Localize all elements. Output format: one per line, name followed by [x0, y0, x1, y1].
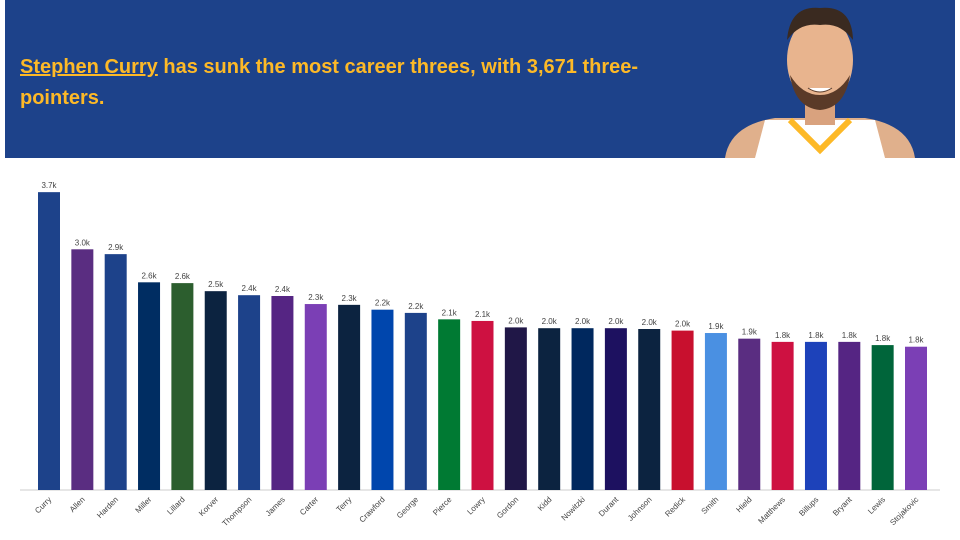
x-tick-label: Hield — [734, 495, 753, 514]
bar — [671, 330, 694, 490]
bar — [238, 295, 261, 490]
value-label: 2.9k — [108, 243, 124, 252]
value-label: 1.8k — [808, 331, 824, 340]
bar — [438, 319, 461, 490]
value-label: 1.8k — [875, 334, 891, 343]
bar — [538, 328, 561, 490]
headline: Stephen Curry has sunk the most career t… — [20, 52, 680, 114]
bar — [104, 254, 127, 490]
value-label: 2.4k — [242, 284, 258, 293]
bar — [871, 345, 894, 490]
value-label: 2.1k — [475, 310, 491, 319]
bar — [738, 338, 761, 490]
player-illustration — [725, 7, 915, 158]
x-tick-label: Korver — [197, 495, 220, 518]
value-label: 2.0k — [508, 316, 524, 325]
bar — [338, 304, 361, 490]
x-tick-label: Kidd — [536, 495, 554, 513]
bar — [771, 341, 794, 490]
value-label: 1.9k — [742, 328, 758, 337]
x-tick-label: Miller — [134, 495, 154, 515]
x-tick-label: George — [395, 495, 421, 521]
bar — [905, 346, 927, 490]
x-tick-label: Carter — [298, 495, 320, 517]
bar — [71, 249, 94, 490]
x-tick-label: Allen — [68, 495, 87, 514]
headline-text: has sunk the most career threes, with 3,… — [20, 56, 639, 109]
bar — [504, 327, 527, 490]
bar — [838, 341, 861, 490]
value-label: 2.2k — [375, 299, 391, 308]
value-label: 2.0k — [642, 318, 658, 327]
value-label: 2.4k — [275, 285, 291, 294]
x-tick-label: Crawford — [358, 495, 387, 524]
x-tick-label: Lewis — [866, 495, 887, 516]
value-label: 2.1k — [442, 308, 458, 317]
value-label: 2.6k — [175, 272, 191, 281]
bar — [371, 309, 394, 490]
value-label: 2.0k — [675, 320, 691, 329]
bar — [204, 291, 227, 490]
value-label: 1.9k — [708, 322, 724, 331]
value-label: 1.8k — [842, 331, 858, 340]
x-tick-label: Nowitzki — [560, 495, 588, 523]
bar — [304, 304, 327, 490]
x-tick-label: Curry — [33, 495, 53, 515]
bar — [704, 333, 727, 490]
value-label: 2.2k — [408, 302, 424, 311]
value-label: 3.7k — [41, 181, 57, 190]
header: Stephen Curry has sunk the most career t… — [5, 0, 955, 158]
value-label: 2.0k — [575, 317, 591, 326]
bar — [38, 192, 60, 490]
value-label: 1.8k — [908, 336, 924, 345]
x-tick-label: Lowry — [465, 495, 486, 516]
x-tick-label: Terry — [335, 495, 354, 514]
x-tick-label: Pierce — [431, 495, 454, 518]
bar — [138, 282, 161, 490]
x-tick-label: Stojakovic — [888, 495, 920, 527]
bar — [638, 329, 661, 490]
x-tick-label: James — [264, 495, 287, 518]
bar — [804, 341, 827, 490]
value-label: 1.8k — [775, 331, 791, 340]
value-label: 2.3k — [342, 294, 358, 303]
value-label: 2.6k — [141, 271, 157, 280]
bar — [571, 328, 594, 490]
player-link[interactable]: Stephen Curry — [20, 56, 158, 78]
x-tick-label: Lillard — [165, 495, 186, 516]
x-tick-label: Smith — [700, 495, 721, 516]
x-tick-label: Durant — [597, 495, 621, 519]
value-label: 2.3k — [308, 293, 324, 302]
x-tick-label: Matthews — [756, 495, 787, 526]
x-tick-label: Redick — [663, 494, 687, 518]
x-tick-label: Johnson — [626, 495, 654, 523]
value-label: 3.0k — [75, 238, 91, 247]
x-tick-label: Bryant — [831, 495, 854, 518]
bar — [404, 312, 427, 490]
x-tick-label: Billups — [797, 495, 820, 518]
value-label: 2.0k — [608, 317, 624, 326]
value-label: 2.0k — [542, 317, 558, 326]
x-tick-label: Thompson — [220, 495, 253, 528]
x-tick-label: Harden — [95, 495, 120, 520]
bar — [604, 328, 627, 490]
bar — [471, 320, 494, 490]
bar — [271, 295, 294, 490]
value-label: 2.5k — [208, 280, 224, 289]
bar — [171, 283, 194, 490]
x-tick-label: Gordon — [495, 495, 520, 520]
